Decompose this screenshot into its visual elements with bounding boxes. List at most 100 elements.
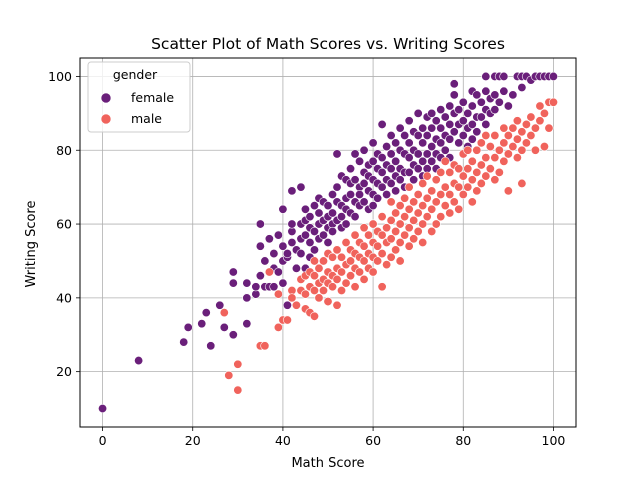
point-male — [472, 186, 482, 196]
point-male — [359, 256, 369, 266]
point-female — [436, 105, 446, 115]
point-male — [499, 138, 509, 148]
y-tick-label: 100 — [48, 69, 72, 84]
point-male — [332, 300, 342, 310]
point-female — [346, 164, 356, 174]
point-female — [472, 127, 482, 137]
point-female — [386, 130, 396, 140]
point-male — [219, 308, 229, 318]
point-male — [314, 263, 324, 273]
point-male — [422, 171, 432, 181]
point-female — [458, 97, 468, 107]
point-female — [422, 149, 432, 159]
point-male — [328, 282, 338, 292]
point-female — [355, 156, 365, 166]
point-female — [98, 404, 108, 414]
point-female — [183, 322, 193, 332]
legend-label-male: male — [131, 111, 162, 126]
point-male — [530, 123, 540, 133]
point-male — [431, 175, 441, 185]
point-male — [418, 178, 428, 188]
point-male — [328, 252, 338, 262]
point-female — [467, 101, 477, 111]
point-female — [242, 293, 252, 303]
point-female — [355, 190, 365, 200]
point-male — [386, 215, 396, 225]
point-male — [359, 241, 369, 251]
point-male — [427, 226, 437, 236]
point-male — [404, 204, 414, 214]
point-female — [264, 234, 274, 244]
point-male — [512, 116, 522, 126]
point-female — [413, 149, 423, 159]
point-male — [377, 249, 387, 259]
point-female — [445, 119, 455, 129]
point-female — [291, 263, 301, 273]
point-male — [490, 175, 500, 185]
point-female — [300, 204, 310, 214]
point-female — [418, 138, 428, 148]
y-tick-label: 20 — [56, 364, 72, 379]
point-female — [309, 201, 319, 211]
point-female — [228, 330, 238, 340]
point-male — [517, 178, 527, 188]
point-female — [296, 182, 306, 192]
point-female — [490, 105, 500, 115]
point-female — [215, 300, 225, 310]
point-male — [539, 142, 549, 152]
point-male — [418, 238, 428, 248]
point-male — [454, 204, 464, 214]
point-female — [391, 138, 401, 148]
point-female — [255, 241, 265, 251]
point-female — [476, 97, 486, 107]
point-female — [395, 175, 405, 185]
point-male — [476, 178, 486, 188]
point-male — [309, 285, 319, 295]
point-female — [391, 186, 401, 196]
point-female — [318, 230, 328, 240]
point-male — [400, 230, 410, 240]
point-female — [409, 175, 419, 185]
point-male — [332, 274, 342, 284]
point-male — [400, 193, 410, 203]
point-female — [472, 90, 482, 100]
point-male — [391, 226, 401, 236]
point-male — [395, 256, 405, 266]
point-female — [350, 175, 360, 185]
point-male — [373, 256, 383, 266]
point-male — [404, 182, 414, 192]
point-male — [440, 156, 450, 166]
point-female — [476, 112, 486, 122]
point-female — [413, 130, 423, 140]
point-male — [481, 130, 491, 140]
point-male — [382, 223, 392, 233]
point-female — [328, 226, 338, 236]
point-female — [436, 123, 446, 133]
point-female — [404, 153, 414, 163]
point-female — [251, 282, 261, 292]
point-male — [494, 145, 504, 155]
point-female — [413, 108, 423, 118]
point-female — [309, 226, 319, 236]
point-female — [445, 101, 455, 111]
point-female — [494, 97, 504, 107]
point-male — [526, 130, 536, 140]
point-male — [476, 138, 486, 148]
point-female — [242, 278, 252, 288]
point-female — [228, 267, 238, 277]
point-female — [499, 86, 509, 96]
point-female — [328, 190, 338, 200]
y-axis-label: Writing Score — [24, 201, 39, 288]
point-female — [386, 149, 396, 159]
point-female — [395, 123, 405, 133]
point-female — [449, 127, 459, 137]
point-male — [440, 201, 450, 211]
point-male — [454, 182, 464, 192]
point-male — [508, 142, 518, 152]
point-female — [454, 105, 464, 115]
point-male — [337, 252, 347, 262]
point-male — [391, 208, 401, 218]
point-female — [517, 83, 527, 93]
point-female — [228, 278, 238, 288]
